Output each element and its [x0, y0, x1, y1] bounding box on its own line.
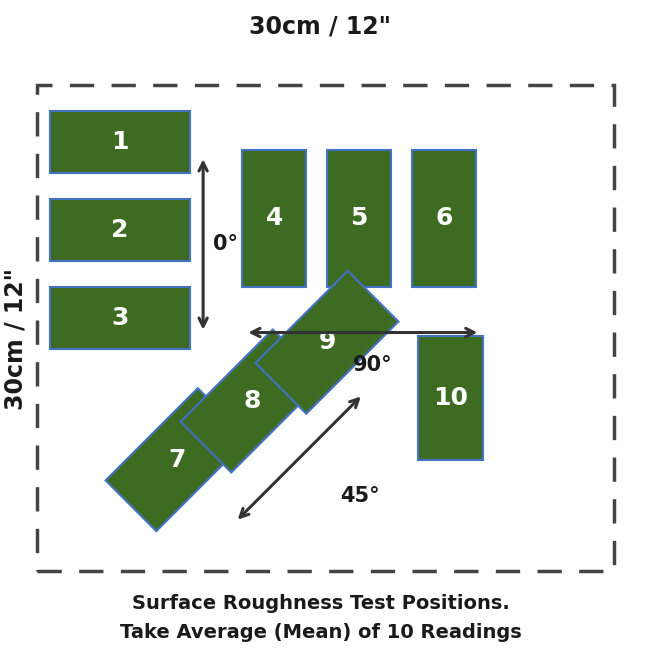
Text: 7: 7 [168, 448, 186, 471]
Text: 9: 9 [318, 331, 336, 354]
Text: 3: 3 [111, 306, 129, 330]
Text: 2: 2 [111, 218, 129, 242]
Polygon shape [181, 329, 324, 473]
Bar [242, 150, 306, 287]
Polygon shape [105, 388, 249, 531]
Text: 1: 1 [111, 130, 129, 154]
Text: 30cm / 12": 30cm / 12" [3, 268, 27, 410]
Text: 8: 8 [243, 389, 261, 413]
Text: 6: 6 [435, 207, 453, 230]
Bar [50, 199, 190, 261]
Text: 0°: 0° [213, 235, 238, 254]
Bar [50, 287, 190, 349]
Bar [419, 336, 483, 460]
Text: 90°: 90° [353, 355, 392, 376]
Bar [412, 150, 475, 287]
Text: 30cm / 12": 30cm / 12" [249, 14, 392, 38]
Bar [327, 150, 391, 287]
Text: 45°: 45° [340, 486, 380, 506]
Text: 4: 4 [266, 207, 283, 230]
Text: Take Average (Mean) of 10 Readings: Take Average (Mean) of 10 Readings [120, 623, 521, 642]
Bar [50, 111, 190, 173]
Text: 5: 5 [351, 207, 368, 230]
Polygon shape [256, 271, 398, 414]
Text: Surface Roughness Test Positions.: Surface Roughness Test Positions. [131, 593, 509, 613]
Text: 10: 10 [434, 386, 468, 409]
